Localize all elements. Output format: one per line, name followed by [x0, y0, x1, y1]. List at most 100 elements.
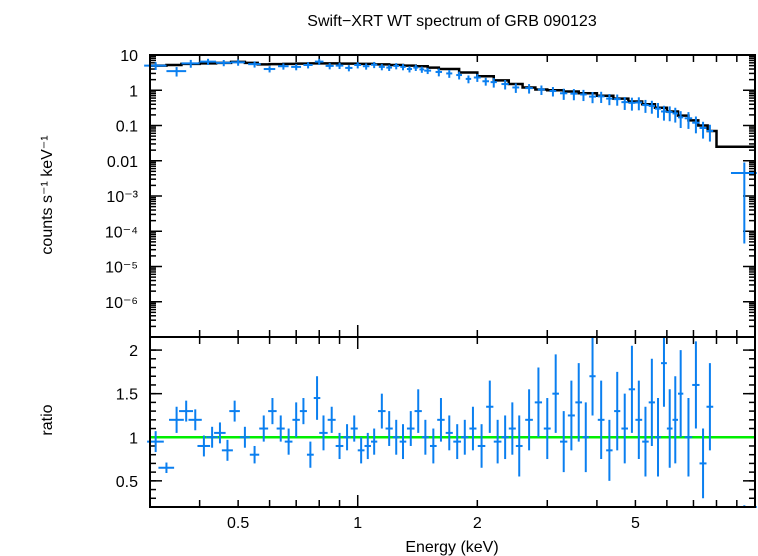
x-axis-label: Energy (keV) — [405, 539, 498, 556]
ratio-point — [501, 415, 509, 460]
data-point — [482, 77, 489, 86]
y-tick-label: 10⁻³ — [106, 189, 138, 206]
ratio-point — [635, 380, 643, 460]
ratio-point — [239, 426, 250, 448]
data-point — [580, 89, 587, 102]
ratio-point — [642, 406, 649, 477]
ratio-point — [699, 428, 707, 499]
ratio-point — [197, 435, 211, 457]
data-points — [144, 58, 757, 244]
ratio-point — [445, 415, 453, 451]
data-point — [606, 93, 613, 106]
data-point — [628, 97, 636, 111]
x-tick-label: 5 — [631, 515, 640, 532]
bottom-frame — [149, 336, 756, 508]
ratio-point — [654, 398, 662, 477]
ratio-point — [249, 445, 260, 464]
data-point — [199, 58, 217, 66]
y-tick-label: 10⁻⁴ — [105, 224, 138, 241]
ratio-point — [421, 419, 429, 455]
data-point — [512, 83, 520, 93]
data-point — [371, 61, 378, 69]
ratio-point — [306, 441, 314, 468]
ratio-point — [575, 363, 583, 442]
ratio-point — [214, 422, 226, 444]
ratio-point — [414, 389, 422, 433]
ratio-point — [648, 358, 655, 446]
data-point — [456, 71, 462, 80]
ratio-point — [534, 367, 543, 438]
ratio-point — [276, 415, 285, 442]
ratio-point — [606, 419, 613, 481]
ratio-point — [453, 424, 462, 460]
top-y-tick-labels: 10 1 0.1 0.01 10⁻³ 10⁻⁴ 10⁻⁵ 10⁻⁶ — [105, 48, 139, 312]
ratio-points — [147, 337, 757, 508]
ratio-point — [437, 398, 445, 442]
ratio-point — [486, 380, 494, 433]
ratio-point — [205, 426, 219, 448]
ratio-point — [614, 371, 621, 451]
top-panel: 10 1 0.1 0.01 10⁻³ 10⁻⁴ 10⁻⁵ 10⁻⁶ counts s⁻¹ ke… — [39, 48, 757, 338]
bottom-panel: 0.5 1 1.5 2 0.5 1 2 5 ratio Energy (keV) — [39, 336, 757, 556]
ratio-point — [364, 432, 372, 460]
y-tick-label: 0.01 — [107, 154, 138, 171]
ratio-point — [477, 424, 486, 468]
y-tick-label: 1.5 — [116, 387, 138, 404]
ratio-point — [259, 415, 269, 442]
ratio-point — [319, 415, 328, 451]
data-point — [181, 59, 200, 68]
data-point — [435, 68, 443, 77]
data-point — [588, 92, 597, 104]
ratio-point — [628, 345, 636, 433]
ratio-point — [179, 400, 194, 422]
data-point — [560, 88, 568, 100]
data-point — [231, 59, 245, 66]
ratio-point — [406, 411, 415, 446]
ratio-point — [552, 354, 559, 433]
ratio-point — [327, 406, 336, 433]
ratio-point — [350, 415, 358, 442]
ratio-point — [493, 419, 502, 464]
data-point — [248, 61, 261, 68]
ratio-point — [672, 376, 679, 464]
ratio-point — [461, 419, 469, 455]
data-point — [730, 162, 757, 244]
ratio-point — [188, 409, 202, 431]
data-point — [263, 66, 276, 73]
data-point — [684, 112, 693, 129]
ratio-point — [343, 424, 351, 451]
ratio-point — [525, 389, 533, 451]
data-point — [706, 124, 714, 142]
data-point — [362, 63, 370, 70]
data-point — [699, 121, 707, 139]
data-point — [654, 102, 662, 118]
y-tick-label: 2 — [129, 343, 138, 360]
ratio-point — [589, 337, 596, 416]
x-tick-label: 1 — [353, 515, 362, 532]
data-point — [613, 94, 621, 106]
data-point — [692, 116, 700, 134]
ratio-point — [567, 380, 575, 451]
y-tick-label: 1 — [129, 83, 138, 100]
ratio-point — [469, 406, 477, 451]
data-point — [666, 106, 673, 122]
data-point — [166, 67, 187, 77]
data-point — [314, 58, 324, 66]
ratio-point — [597, 380, 605, 460]
ratio-point — [335, 432, 344, 460]
data-point — [216, 60, 232, 67]
ratio-point — [385, 411, 393, 446]
data-point — [465, 75, 472, 84]
data-point — [393, 63, 399, 70]
data-point — [446, 70, 453, 78]
x-tick-label: 2 — [473, 515, 482, 532]
data-point — [648, 100, 655, 114]
y-tick-label: 0.1 — [116, 119, 138, 136]
data-point — [635, 97, 643, 111]
data-point — [537, 85, 545, 95]
data-point — [335, 62, 344, 70]
y-tick-label: 0.5 — [116, 474, 138, 491]
ratio-point — [169, 406, 184, 433]
ratio-point — [684, 398, 693, 477]
ratio-point — [515, 415, 523, 477]
